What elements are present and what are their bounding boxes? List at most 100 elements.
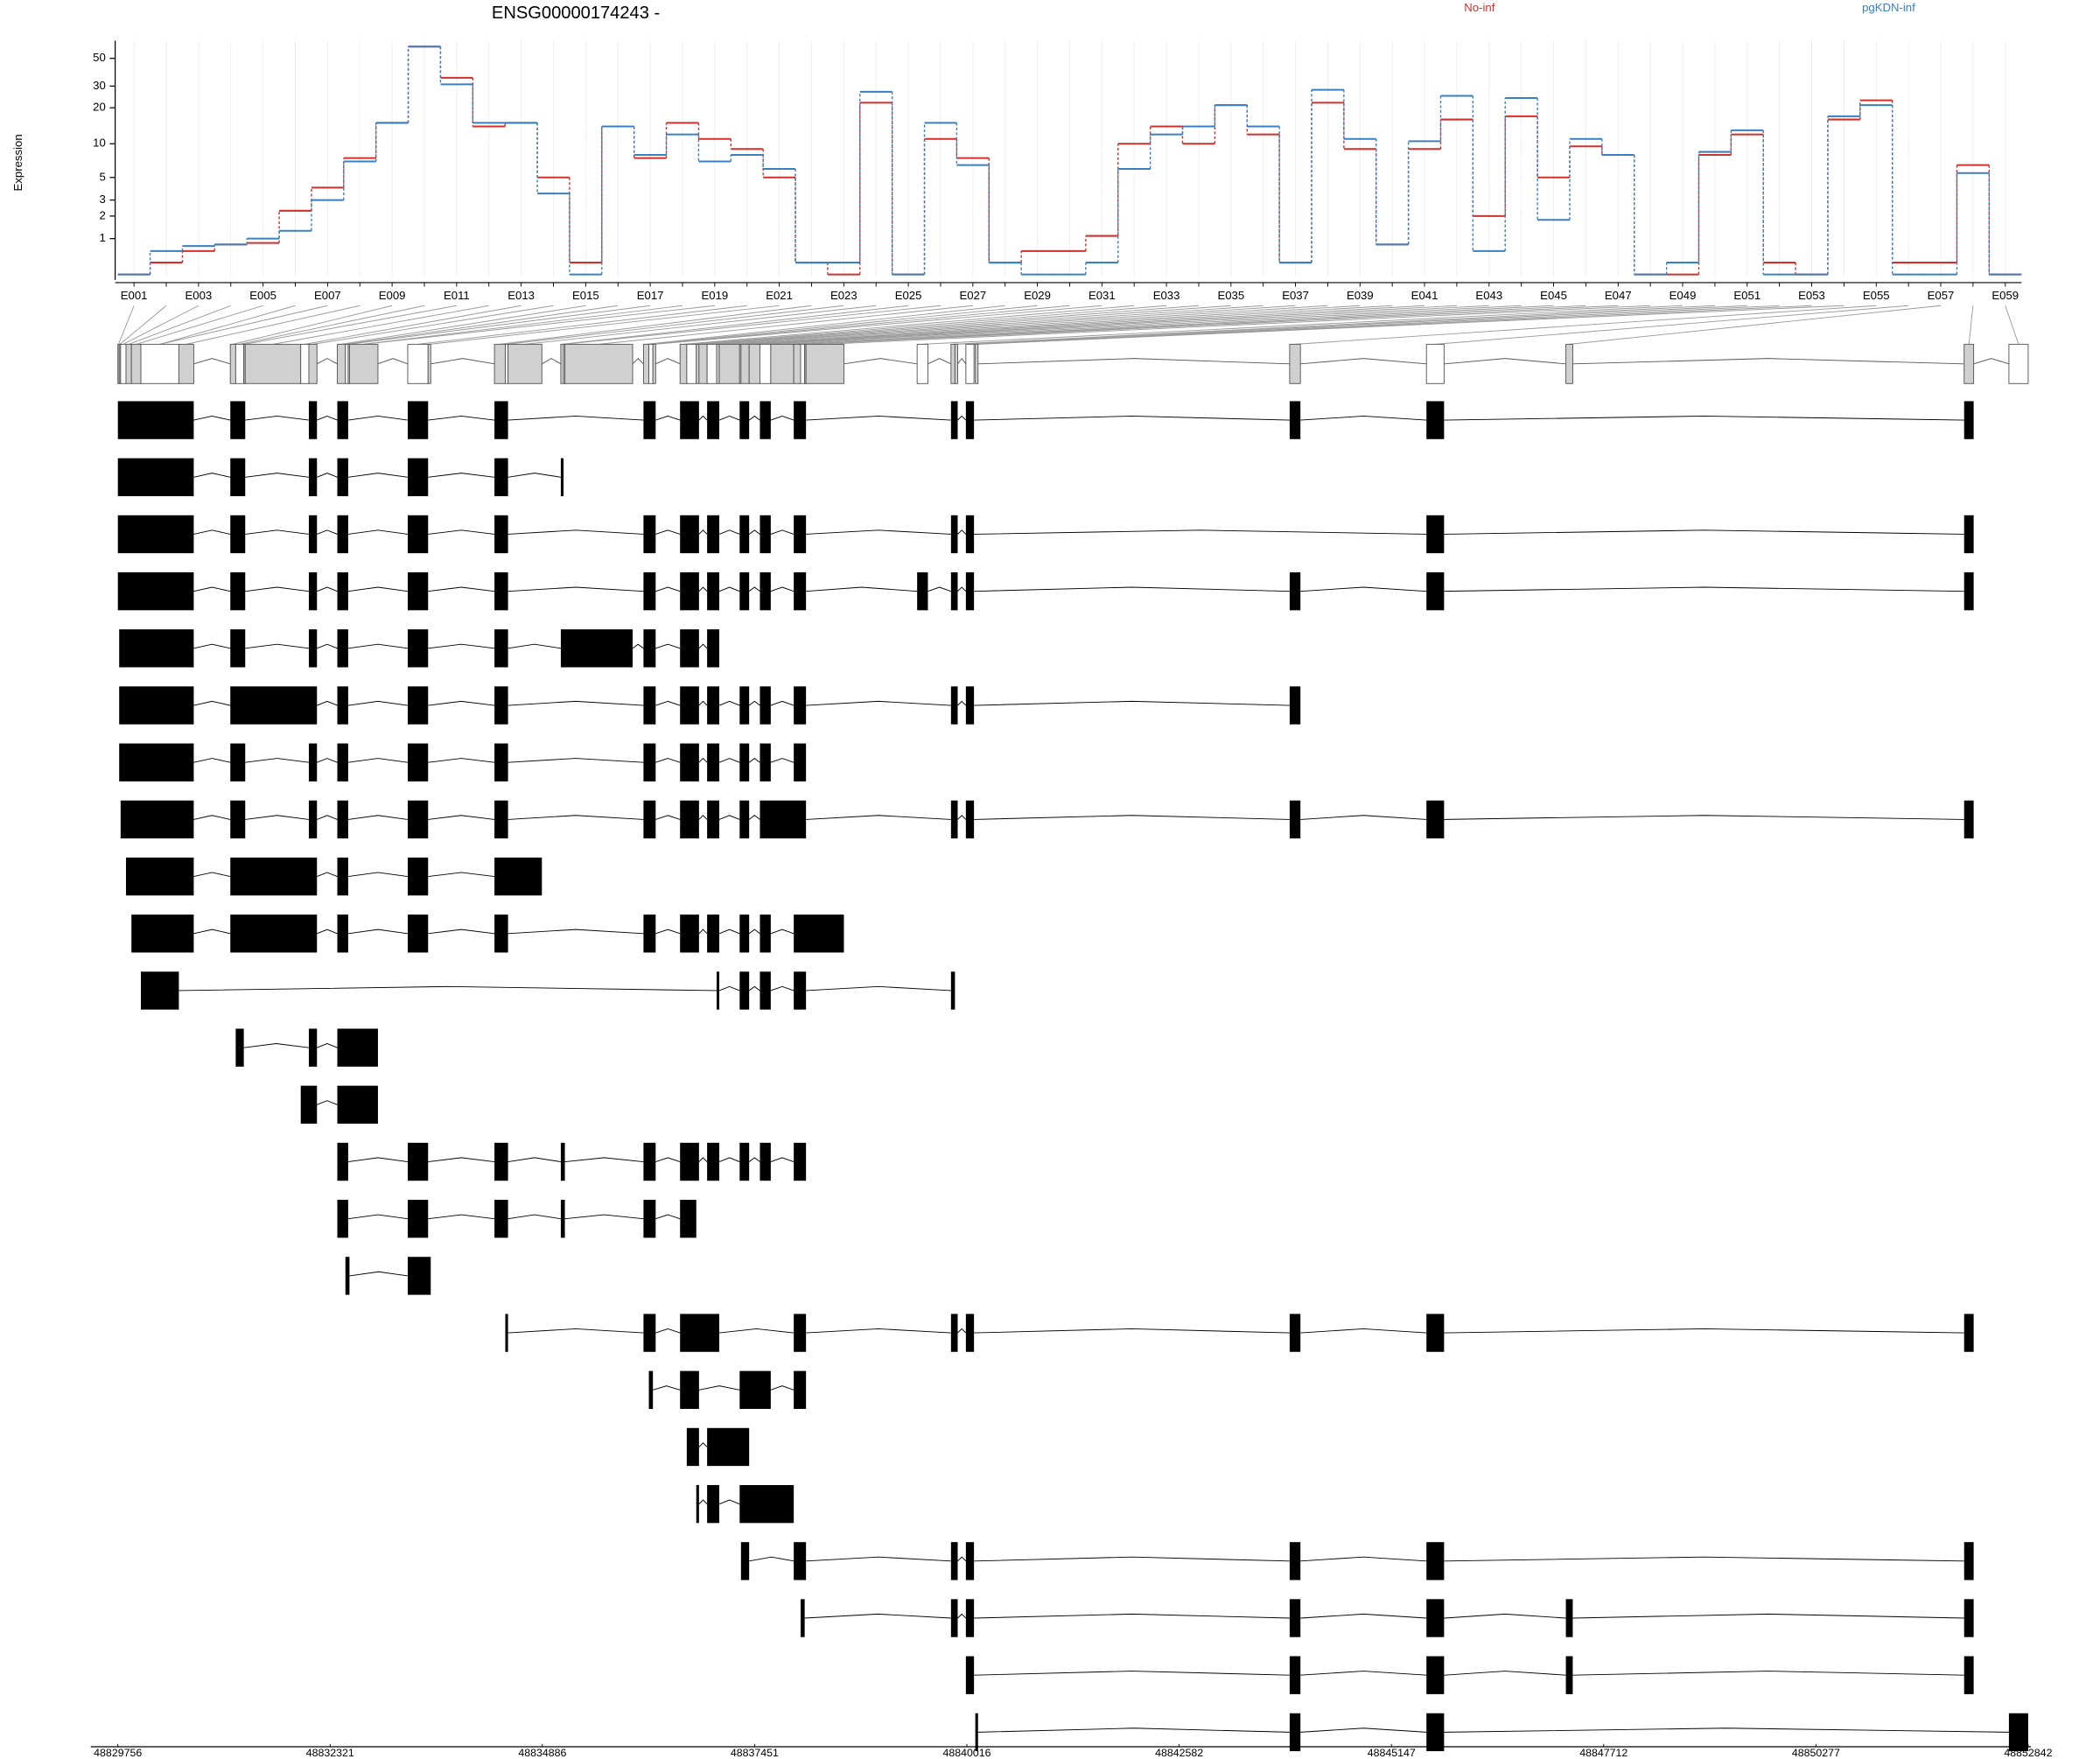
exon [794,743,807,781]
exon [680,401,699,439]
bin-link [683,305,1135,345]
exon [760,971,771,1010]
intron [655,1157,681,1162]
exon [407,686,429,725]
model-exon-bin [348,343,379,384]
model-exon-bin [494,343,506,384]
exon [560,458,564,496]
exon [407,1257,431,1295]
exon [308,515,318,554]
exon [965,1656,975,1694]
y-tick-label: 2 [99,208,105,221]
exon [308,800,318,839]
x-tick-label: E053 [1798,289,1825,302]
exon [739,1484,794,1524]
x-tick-label: E007 [314,289,341,302]
exon [230,571,246,611]
model-exon-bin [1565,343,1573,384]
exon [117,515,194,554]
intron [245,415,310,421]
exon [680,1200,696,1238]
bin-link [598,305,973,345]
exon [230,743,246,781]
bin-link [654,305,1070,345]
intron [806,415,951,421]
exon [1426,800,1445,839]
intron [718,1157,740,1162]
exon [707,1142,720,1181]
intron [1300,1671,1427,1676]
intron [770,415,794,421]
intron [974,1556,1290,1562]
y-tick-label: 3 [99,193,105,206]
bin-link [159,305,328,345]
intron [193,473,231,478]
exon [707,686,720,725]
intron [1444,815,1964,820]
exon [950,800,958,839]
model-exon-bin [805,343,844,384]
exon [494,629,508,668]
exon [494,571,508,611]
exon [717,971,720,1010]
exon [740,1542,750,1580]
intron [317,529,338,535]
intron [1444,1727,2009,1733]
genomic-tick-label: 48850277 [1792,1747,1840,1759]
exon [407,1200,429,1238]
exon [1565,1599,1573,1637]
intron [806,1328,951,1334]
intron [1300,586,1427,592]
exon [337,571,348,611]
intron [718,985,740,992]
exon [117,571,194,611]
bin-link [562,305,909,345]
exon [794,515,807,554]
intron [428,1157,495,1162]
exon [680,915,699,953]
intron [428,815,495,820]
bin-link [128,305,231,345]
intron [428,586,495,592]
model-exon-bin [760,343,772,384]
exon [794,1142,807,1181]
exon [337,857,348,896]
exon [1964,1656,1974,1694]
bin-link [711,305,1264,345]
x-tick-label: E021 [766,289,793,302]
intron [698,757,708,763]
intron [193,929,231,935]
exon [560,1200,565,1238]
exon [707,800,720,839]
intron [770,929,794,935]
intron [957,529,967,535]
x-tick-label: E035 [1217,289,1244,302]
intron [698,1499,708,1504]
model-exon-bin [1289,343,1301,384]
x-tick-label: E039 [1347,289,1374,302]
exon [337,629,348,668]
exon [494,686,508,725]
intron [1444,1613,1566,1619]
exon [337,686,348,725]
bin-link [956,305,1747,345]
exon [337,1085,378,1125]
intron [428,700,495,706]
exon [120,800,194,839]
bin-link [186,305,360,345]
intron [1300,1613,1427,1619]
model-exon-bin [748,343,760,384]
intron [748,985,760,992]
exon [1289,1542,1301,1580]
model-exon-bin [800,343,806,384]
exon [1426,1599,1445,1637]
exon [337,401,348,439]
exon [1426,515,1445,554]
intron [974,1613,1290,1619]
intron [748,929,760,935]
intron [770,1157,794,1162]
genomic-tick-label: 48842582 [1155,1747,1203,1759]
intron [1300,1328,1427,1334]
